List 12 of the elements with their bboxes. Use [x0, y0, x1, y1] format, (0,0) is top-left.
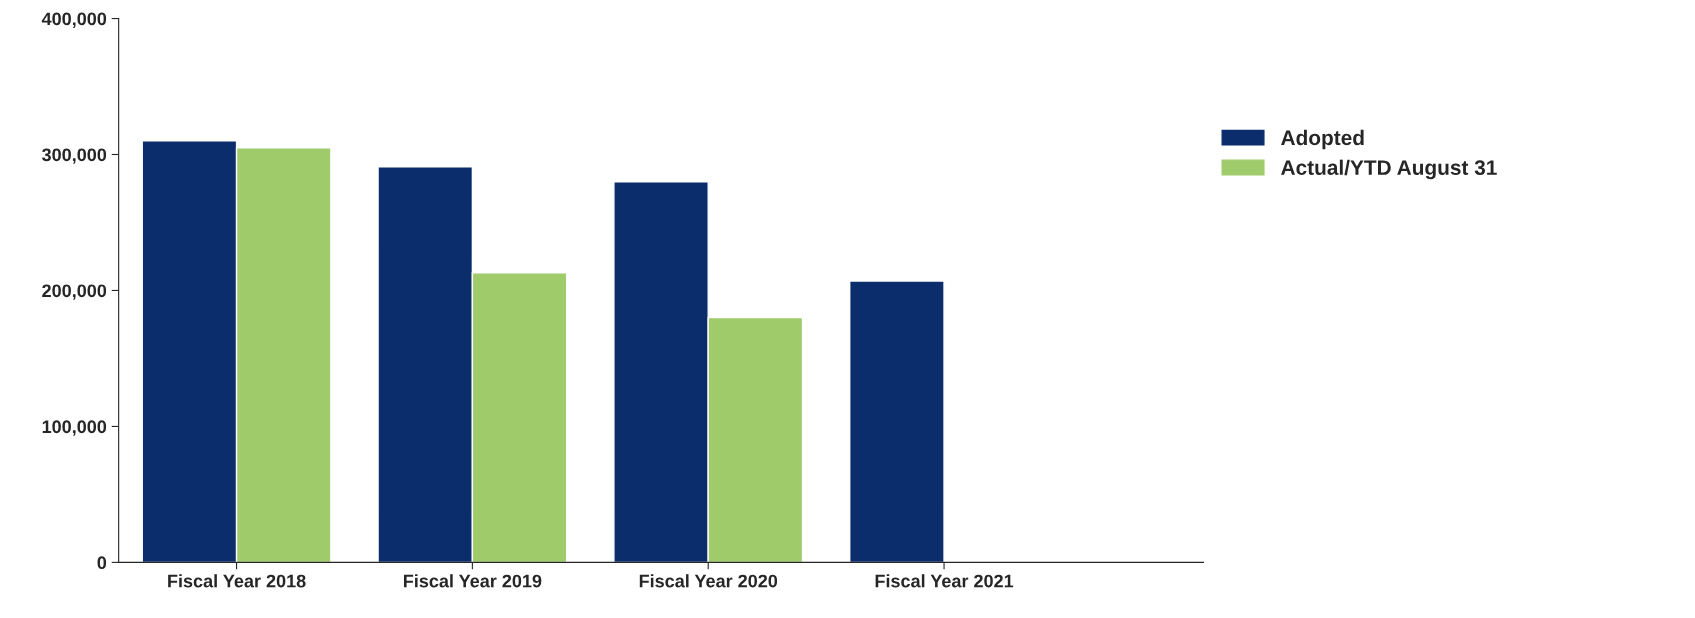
- bar: [849, 280, 945, 563]
- legend-label: Actual/YTD August 31: [1281, 159, 1497, 180]
- y-tick-label: 300,000: [42, 148, 107, 164]
- y-tick-label: 0: [97, 556, 107, 570]
- y-tick-label: 400,000: [41, 12, 107, 28]
- x-tick-label: Fiscal Year 2020: [639, 574, 778, 588]
- y-tick-label: 200,000: [42, 284, 107, 300]
- x-tick-label: Fiscal Year 2021: [875, 574, 1014, 588]
- y-tick-label: 100,000: [42, 420, 107, 436]
- x-tick-label: Fiscal Year 2018: [168, 574, 306, 588]
- x-tick-label: Fiscal Year 2019: [403, 574, 542, 588]
- legend-label: Adopted: [1281, 129, 1364, 150]
